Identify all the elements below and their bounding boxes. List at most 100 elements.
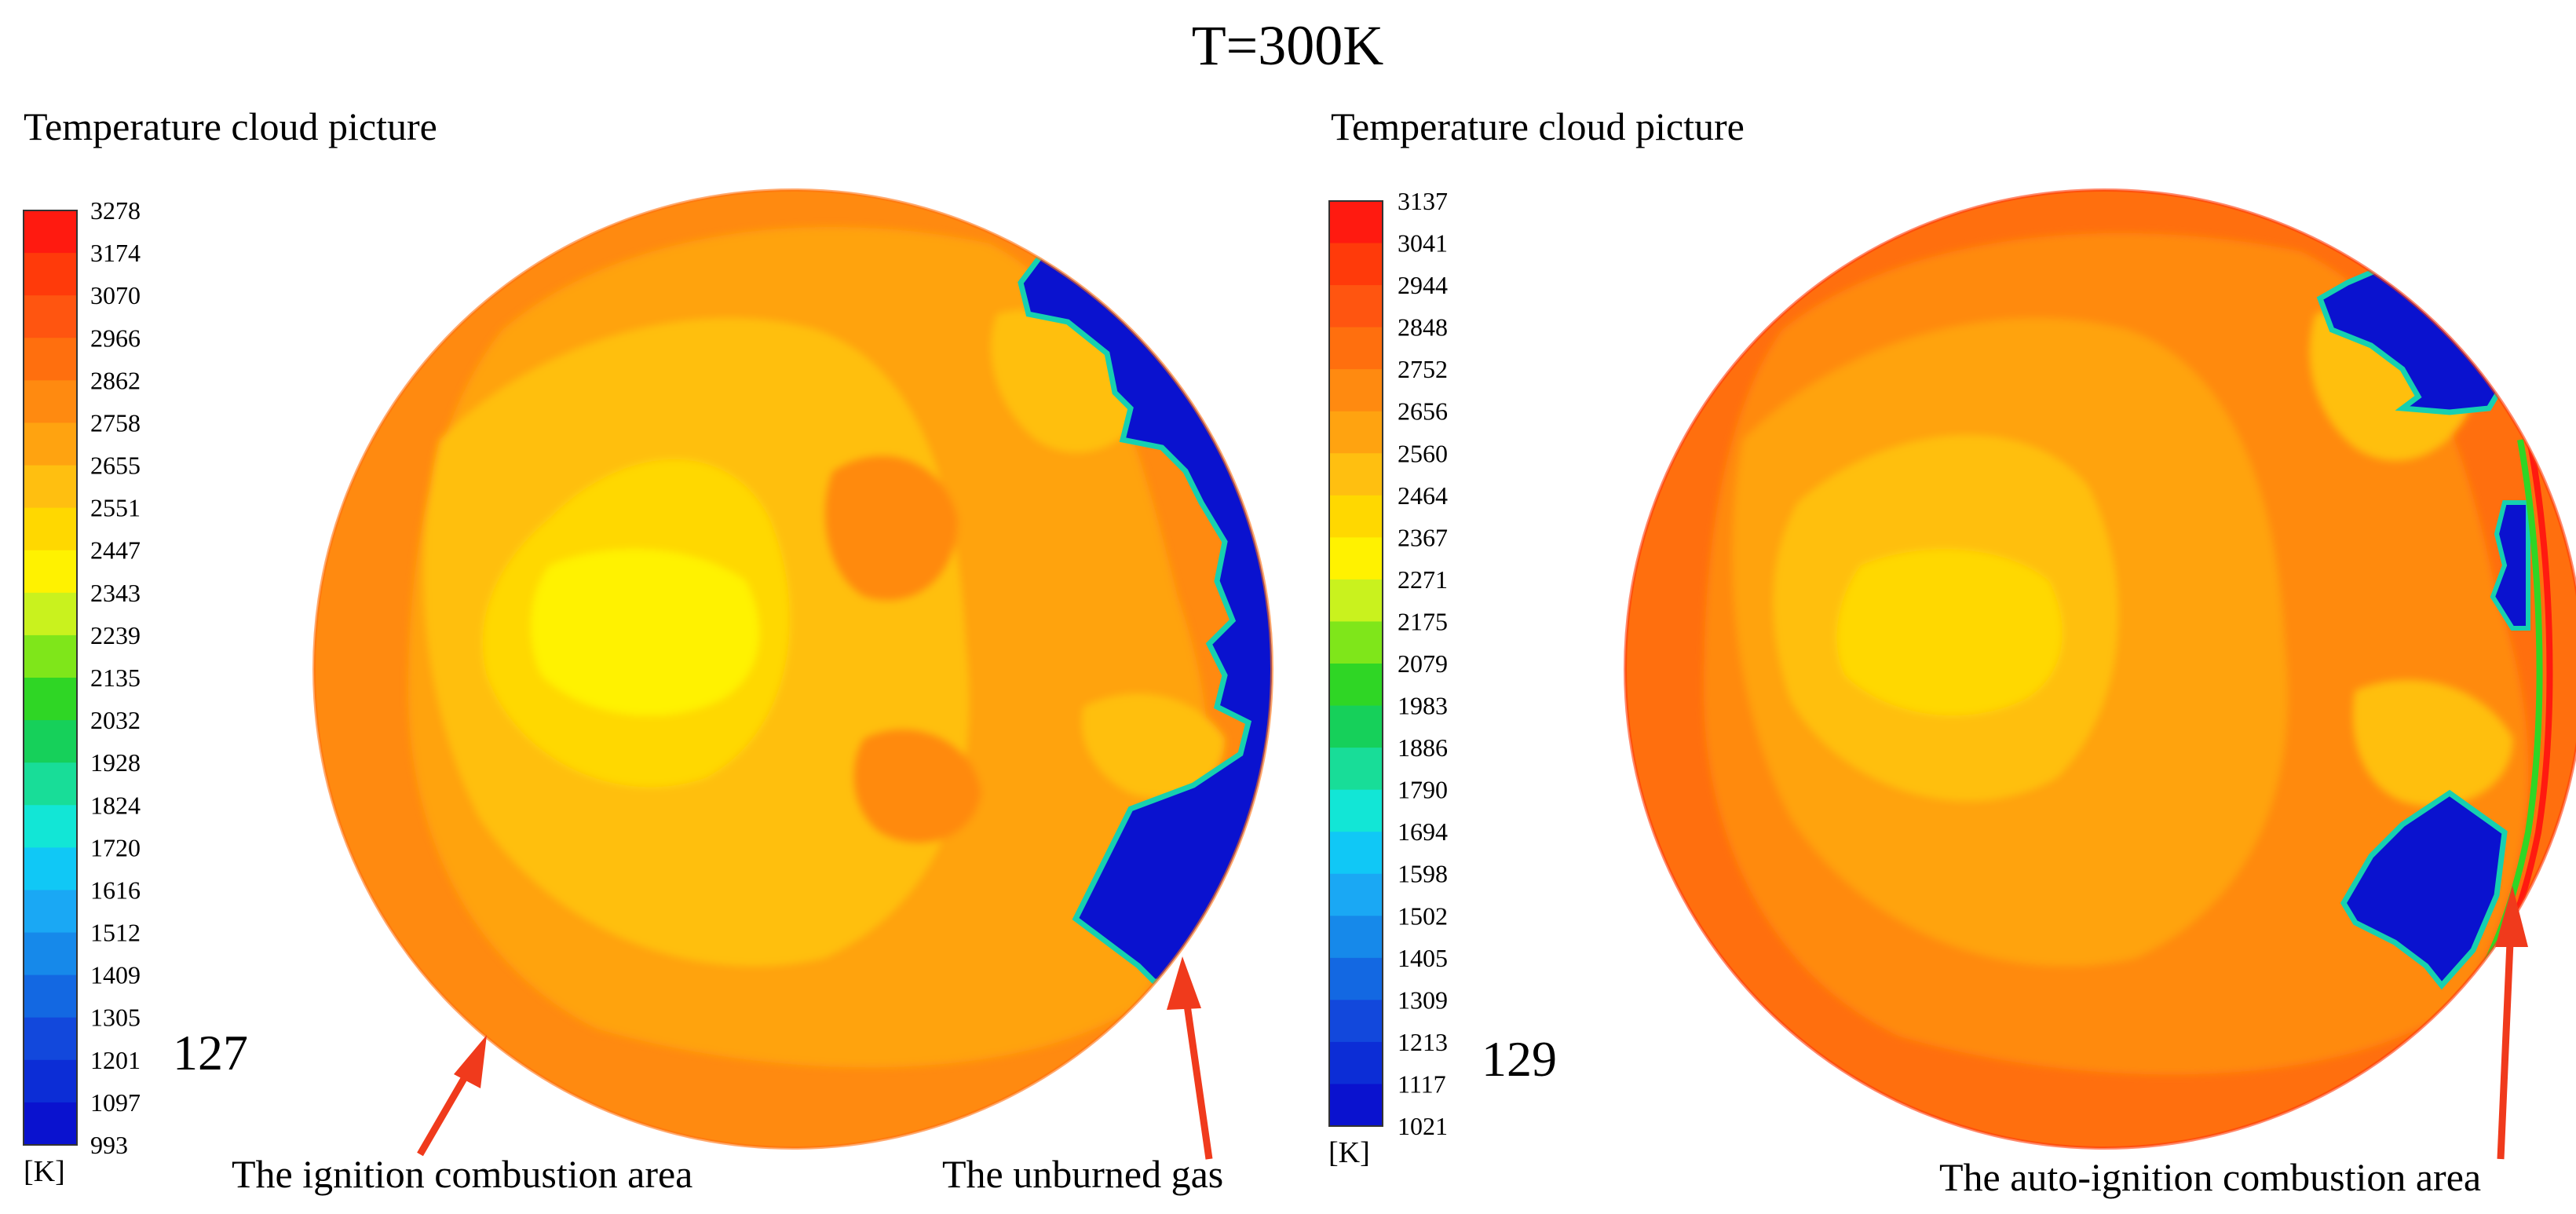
color-scale-tick-label: 1720	[90, 833, 141, 861]
color-scale-tick-label: 2032	[90, 706, 141, 734]
color-scale-band	[1329, 1000, 1383, 1043]
left-unburned-arrow	[1167, 956, 1213, 1160]
color-scale-band	[1329, 243, 1383, 286]
color-scale-tick-label: 3137	[1398, 187, 1448, 215]
color-scale-band	[24, 1059, 77, 1103]
color-scale-tick-label: 1886	[1398, 733, 1448, 762]
color-scale-band	[24, 805, 77, 848]
color-scale-band	[1329, 832, 1383, 875]
left-temperature-contour	[312, 188, 1273, 1150]
color-scale-tick-label: 2343	[90, 579, 141, 607]
color-scale-frame	[23, 210, 78, 1146]
color-scale-band	[24, 338, 77, 381]
color-scale-tick-label: 2560	[1398, 439, 1448, 467]
color-scale-tick-label: 2447	[90, 536, 141, 565]
color-scale-band	[24, 890, 77, 934]
right-auto-ignition-arrow	[2495, 886, 2528, 1160]
color-scale-tick-label: 2367	[1398, 523, 1448, 551]
color-scale-tick-label: 1512	[90, 919, 141, 947]
color-scale-tick-label: 2655	[90, 452, 141, 480]
color-scale-tick-label: 2135	[90, 664, 141, 692]
color-scale-band	[24, 592, 77, 636]
color-scale-band	[1329, 664, 1383, 707]
figure-title: T=300K	[1192, 14, 1384, 77]
right-legend-title: Temperature cloud picture	[1331, 104, 1745, 148]
color-scale-tick-label: 2862	[90, 366, 141, 394]
color-scale-tick-label: 1616	[90, 876, 141, 904]
color-scale-band	[24, 634, 77, 678]
color-scale-tick-label: 2079	[1398, 649, 1448, 678]
color-scale-tick-label: 3041	[1398, 229, 1448, 258]
color-scale-frame	[1328, 200, 1383, 1127]
color-scale-tick-label: 2464	[1398, 481, 1448, 510]
color-scale-band	[24, 762, 77, 806]
color-scale-band	[24, 295, 77, 338]
left-ignition-arrow	[417, 1035, 487, 1157]
color-scale-band	[24, 422, 77, 466]
color-scale-band	[1329, 285, 1383, 328]
color-scale-tick-label: 2758	[90, 408, 141, 437]
left-frame-label: 127	[173, 1025, 248, 1081]
color-scale-tick-label: 1021	[1398, 1112, 1448, 1140]
color-scale-band	[1329, 579, 1383, 623]
color-scale-tick-label: 1201	[90, 1046, 141, 1074]
left-panel: Temperature cloud picture 3278 3174 3070 29…	[23, 104, 1273, 1196]
color-scale-band	[1329, 957, 1383, 1000]
color-scale-band	[1329, 327, 1383, 370]
color-scale-tick-label: 2752	[1398, 355, 1448, 383]
color-scale-tick-label: 2551	[90, 494, 141, 522]
color-scale-band	[24, 1017, 77, 1061]
color-scale-band	[1329, 789, 1383, 832]
color-scale-tick-label: 1928	[90, 748, 141, 777]
color-scale-tick-label: 3278	[90, 196, 141, 225]
color-scale-tick-label: 1409	[90, 961, 141, 989]
color-scale-band	[1329, 748, 1383, 791]
color-scale-band	[24, 210, 77, 254]
color-scale-band	[24, 720, 77, 763]
color-scale-band	[1329, 705, 1383, 748]
color-scale-band	[1329, 1041, 1383, 1085]
color-scale-tick-label: 1213	[1398, 1028, 1448, 1056]
color-scale-tick-label: 2966	[90, 324, 141, 352]
color-scale-band	[1329, 369, 1383, 412]
color-scale-tick-label: 1983	[1398, 692, 1448, 720]
color-scale-tick-label: 993	[90, 1131, 128, 1159]
color-scale-tick-label: 1824	[90, 791, 141, 819]
color-scale-band	[24, 1102, 77, 1146]
left-unit-label: [K]	[24, 1155, 65, 1188]
color-scale-band	[1329, 1084, 1383, 1127]
color-scale-band	[1329, 453, 1383, 496]
color-scale-band	[1329, 495, 1383, 538]
color-scale-tick-label: 1598	[1398, 860, 1448, 888]
color-scale-band	[24, 932, 77, 976]
color-scale-tick-label: 1309	[1398, 985, 1448, 1014]
right-frame-label: 129	[1482, 1031, 1557, 1087]
color-scale-tick-label: 1097	[90, 1088, 141, 1117]
color-scale-tick-label: 1694	[1398, 817, 1448, 846]
color-scale-tick-label: 3174	[90, 239, 141, 267]
color-scale-tick-label: 1305	[90, 1004, 141, 1032]
color-scale-band	[1329, 916, 1383, 959]
color-scale-tick-label: 2239	[90, 621, 141, 649]
left-annotation-unburned-gas: The unburned gas	[942, 1152, 1223, 1196]
left-legend-title: Temperature cloud picture	[24, 104, 437, 148]
color-scale-band	[1329, 411, 1383, 454]
color-scale-tick-label: 3070	[90, 281, 141, 309]
color-scale-tick-label: 1790	[1398, 776, 1448, 804]
color-scale-tick-label: 1117	[1398, 1070, 1446, 1098]
color-scale-band	[1329, 621, 1383, 664]
right-panel: Temperature cloud picture 3137 3041 2944 28…	[1328, 104, 2576, 1199]
color-scale-band	[1329, 873, 1383, 916]
color-scale-band	[24, 253, 77, 296]
right-unit-label: [K]	[1328, 1136, 1370, 1169]
color-scale-band	[24, 465, 77, 509]
color-scale-band	[1329, 201, 1383, 244]
color-scale-band	[24, 380, 77, 424]
color-scale-band	[24, 974, 77, 1018]
color-scale-tick-label: 1502	[1398, 901, 1448, 930]
color-scale-band	[24, 507, 77, 551]
color-scale-tick-label: 2271	[1398, 565, 1448, 594]
left-annotation-ignition-area: The ignition combustion area	[232, 1152, 692, 1196]
color-scale-tick-label: 2848	[1398, 313, 1448, 342]
